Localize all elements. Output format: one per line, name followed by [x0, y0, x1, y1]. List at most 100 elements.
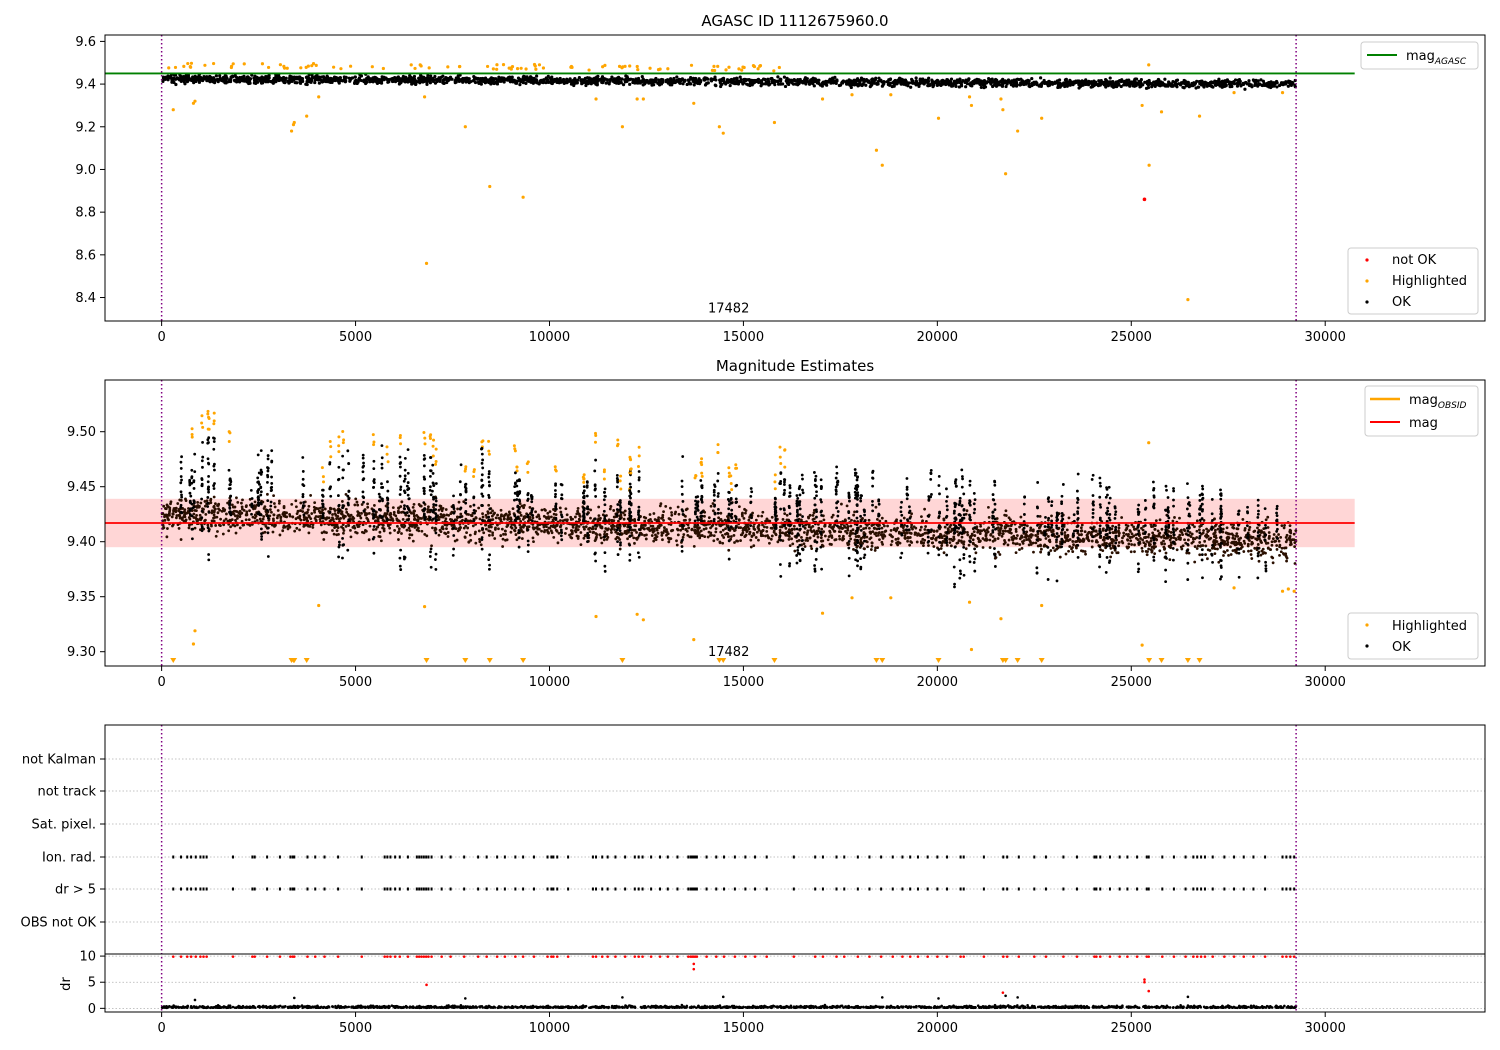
- ok-point: [463, 76, 467, 80]
- ok-point: [1225, 526, 1229, 530]
- ok-point: [322, 538, 326, 541]
- ok-point: [799, 80, 804, 84]
- ok-point: [626, 537, 629, 541]
- x-tick-label: 30000: [1305, 330, 1346, 345]
- ok-point: [1211, 85, 1215, 89]
- ok-point: [344, 524, 348, 528]
- ok-point: [206, 79, 210, 83]
- ok-point: [838, 537, 842, 541]
- ok-point: [345, 510, 349, 514]
- ok-point: [740, 81, 745, 85]
- ok-point: [1117, 531, 1121, 535]
- ok-point: [870, 541, 874, 545]
- ok-point: [1171, 519, 1175, 523]
- ok-point: [702, 527, 706, 531]
- ok-point: [930, 80, 934, 84]
- ok-point: [770, 515, 774, 519]
- ok-point: [1238, 79, 1242, 83]
- ok-point: [740, 533, 744, 537]
- ok-point: [271, 78, 275, 82]
- ok-point: [514, 533, 518, 536]
- ok-point: [1030, 533, 1034, 537]
- ok-point: [689, 82, 693, 86]
- ok-point: [281, 79, 285, 83]
- ok-point: [248, 81, 252, 85]
- ok-point: [830, 534, 834, 538]
- ok-point: [627, 77, 631, 82]
- ok-point: [1021, 542, 1025, 545]
- ok-point: [343, 77, 347, 81]
- ok-point: [840, 80, 844, 84]
- ok-point: [244, 79, 248, 83]
- ok-point: [509, 525, 513, 529]
- ok-point: [366, 75, 370, 80]
- ok-point: [1254, 79, 1258, 83]
- ok-point: [391, 79, 395, 84]
- ok-point: [703, 510, 707, 514]
- ok-point: [1200, 80, 1204, 85]
- ok-point: [218, 76, 222, 80]
- ok-point: [842, 524, 846, 528]
- ok-point: [372, 528, 375, 532]
- ok-point: [1024, 79, 1028, 83]
- ok-point: [890, 84, 894, 89]
- ok-point: [1195, 79, 1199, 83]
- ok-point: [459, 79, 463, 83]
- highlighted-point: [188, 64, 192, 69]
- ok-point: [236, 500, 240, 504]
- ok-point: [875, 518, 879, 521]
- ok-point: [203, 500, 207, 503]
- ok-point: [484, 527, 488, 531]
- ok-point: [676, 533, 680, 537]
- ok-point: [1006, 78, 1011, 82]
- ok-point: [889, 543, 893, 547]
- ok-point: [854, 81, 858, 86]
- highlighted-point: [1159, 110, 1164, 114]
- ok-point: [952, 535, 956, 539]
- ok-point: [1286, 80, 1291, 85]
- ok-point: [1256, 526, 1259, 530]
- ok-point: [1160, 83, 1165, 87]
- ok-point: [233, 524, 237, 528]
- ok-point: [208, 74, 212, 79]
- ok-point: [1022, 539, 1026, 542]
- ok-point: [532, 527, 536, 531]
- ok-point: [1109, 82, 1113, 86]
- highlighted-point: [617, 64, 622, 68]
- ok-point: [519, 513, 523, 517]
- ok-point: [252, 76, 256, 80]
- ok-point: [957, 533, 960, 537]
- ok-point: [904, 531, 908, 535]
- highlighted-point: [495, 63, 499, 67]
- ok-point: [1227, 536, 1231, 540]
- ok-point: [575, 525, 578, 529]
- ok-point: [886, 80, 890, 84]
- highlighted-point: [370, 65, 374, 69]
- ok-point: [271, 81, 275, 85]
- ok-point: [987, 505, 990, 509]
- ok-point: [559, 519, 562, 522]
- ok-point: [961, 78, 965, 83]
- ok-point: [173, 73, 178, 77]
- ok-point: [171, 524, 174, 528]
- highlighted-point: [534, 67, 538, 71]
- ok-point: [425, 82, 429, 86]
- ok-point: [856, 84, 860, 88]
- ok-point: [1259, 78, 1263, 82]
- ok-point: [1180, 531, 1184, 534]
- ok-point: [174, 82, 178, 87]
- ok-point: [987, 515, 991, 519]
- ok-point: [538, 517, 542, 521]
- ok-point: [420, 529, 424, 533]
- ok-point: [1175, 78, 1180, 82]
- ok-point: [1064, 79, 1068, 83]
- ok-point: [1110, 538, 1113, 541]
- ok-point: [489, 82, 493, 86]
- ok-point: [491, 533, 494, 537]
- ok-point: [499, 517, 502, 521]
- ok-point: [342, 529, 346, 532]
- ok-point: [586, 79, 590, 83]
- ok-point: [411, 539, 415, 543]
- ok-point: [379, 539, 383, 543]
- ok-point: [1163, 77, 1167, 81]
